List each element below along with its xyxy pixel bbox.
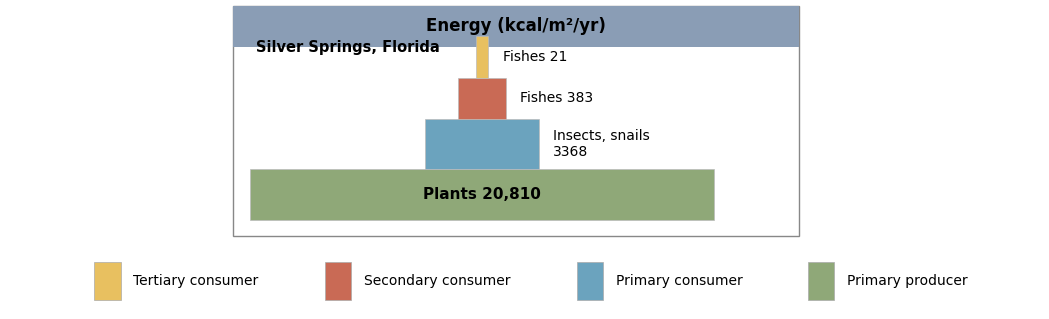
Text: Tertiary consumer: Tertiary consumer	[133, 274, 258, 288]
Text: Plants 20,810: Plants 20,810	[423, 187, 541, 202]
Text: Fishes 383: Fishes 383	[520, 91, 594, 105]
Bar	[458, 78, 507, 119]
Bar	[426, 119, 539, 169]
Text: Fishes 21: Fishes 21	[502, 50, 566, 64]
Bar	[233, 6, 799, 47]
Bar	[808, 262, 834, 300]
Text: Primary consumer: Primary consumer	[616, 274, 743, 288]
Text: Primary producer: Primary producer	[847, 274, 967, 288]
Text: Energy (kcal/m²/yr): Energy (kcal/m²/yr)	[426, 18, 606, 35]
Bar	[577, 262, 603, 300]
Bar	[325, 262, 351, 300]
Text: Silver Springs, Florida: Silver Springs, Florida	[256, 40, 440, 55]
Text: Insects, snails
3368: Insects, snails 3368	[553, 129, 649, 159]
Bar	[476, 36, 489, 78]
Bar	[250, 169, 714, 220]
Text: Secondary consumer: Secondary consumer	[364, 274, 511, 288]
Bar	[94, 262, 121, 300]
